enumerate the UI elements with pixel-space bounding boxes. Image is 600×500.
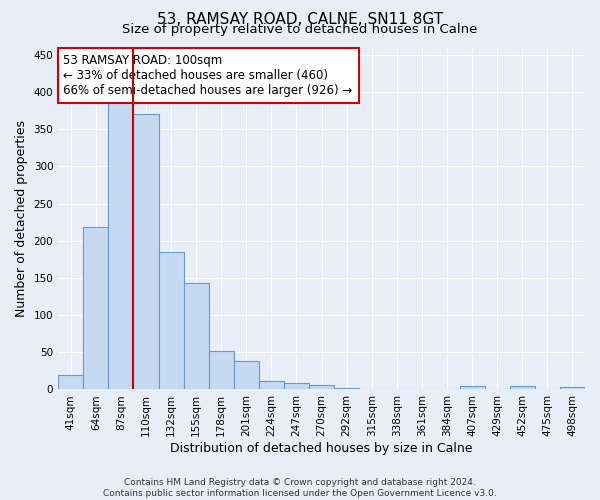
Bar: [334, 388, 359, 390]
Bar: [158, 252, 184, 390]
Bar: [234, 361, 259, 390]
Text: Contains HM Land Registry data © Crown copyright and database right 2024.
Contai: Contains HM Land Registry data © Crown c…: [103, 478, 497, 498]
Bar: [58, 374, 83, 390]
Bar: [309, 385, 334, 390]
Text: 53 RAMSAY ROAD: 100sqm
← 33% of detached houses are smaller (460)
66% of semi-de: 53 RAMSAY ROAD: 100sqm ← 33% of detached…: [64, 54, 353, 98]
Text: Size of property relative to detached houses in Calne: Size of property relative to detached ho…: [122, 22, 478, 36]
Bar: [83, 228, 109, 390]
Bar: [409, 388, 434, 390]
Bar: [109, 77, 133, 390]
Text: 53, RAMSAY ROAD, CALNE, SN11 8GT: 53, RAMSAY ROAD, CALNE, SN11 8GT: [157, 12, 443, 28]
Bar: [284, 383, 309, 390]
X-axis label: Distribution of detached houses by size in Calne: Distribution of detached houses by size …: [170, 442, 473, 455]
Y-axis label: Number of detached properties: Number of detached properties: [15, 120, 28, 317]
Bar: [209, 351, 234, 390]
Bar: [460, 386, 485, 390]
Bar: [510, 386, 535, 390]
Bar: [560, 387, 585, 390]
Bar: [359, 388, 385, 390]
Bar: [259, 380, 284, 390]
Bar: [385, 388, 409, 390]
Bar: [133, 114, 158, 390]
Bar: [184, 283, 209, 390]
